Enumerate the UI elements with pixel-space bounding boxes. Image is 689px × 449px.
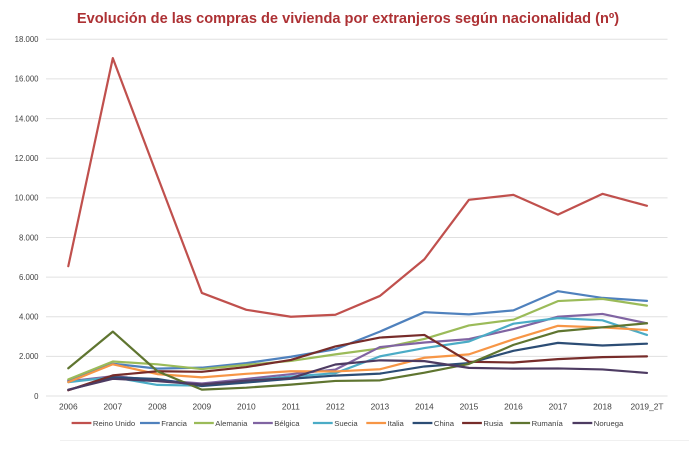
svg-text:Suecia: Suecia [334, 419, 358, 428]
svg-text:Bélgica: Bélgica [274, 419, 300, 428]
svg-text:Rusia: Rusia [483, 419, 503, 428]
svg-text:2019_2T: 2019_2T [630, 402, 663, 412]
svg-text:2010: 2010 [237, 402, 256, 412]
svg-text:16.000: 16.000 [15, 75, 40, 84]
svg-text:2018: 2018 [593, 402, 612, 412]
svg-text:18.000: 18.000 [15, 35, 40, 44]
svg-text:8.000: 8.000 [19, 233, 39, 242]
svg-text:Noruega: Noruega [594, 419, 624, 428]
svg-text:2008: 2008 [148, 402, 167, 412]
svg-text:2017: 2017 [549, 402, 568, 412]
svg-text:2012: 2012 [326, 402, 345, 412]
svg-text:2015: 2015 [460, 402, 479, 412]
svg-text:2013: 2013 [371, 402, 390, 412]
svg-text:2006: 2006 [59, 402, 78, 412]
svg-text:Italia: Italia [388, 419, 405, 428]
svg-text:0: 0 [34, 392, 39, 401]
svg-text:14.000: 14.000 [15, 114, 40, 123]
svg-text:4.000: 4.000 [19, 313, 39, 322]
svg-text:2014: 2014 [415, 402, 434, 412]
svg-text:12.000: 12.000 [15, 154, 40, 163]
svg-text:Alemania: Alemania [215, 419, 248, 428]
svg-text:China: China [434, 419, 455, 428]
svg-text:Rumanía: Rumanía [532, 419, 564, 428]
svg-text:2.000: 2.000 [19, 352, 39, 361]
svg-text:2016: 2016 [504, 402, 523, 412]
svg-text:6.000: 6.000 [19, 273, 39, 282]
svg-text:Reino Unido: Reino Unido [93, 419, 135, 428]
svg-text:2007: 2007 [103, 402, 122, 412]
svg-text:10.000: 10.000 [15, 194, 40, 203]
svg-text:Evolución de las compras de vi: Evolución de las compras de vivienda por… [77, 11, 619, 27]
svg-text:Francia: Francia [161, 419, 187, 428]
svg-text:2011: 2011 [282, 402, 300, 412]
svg-text:2009: 2009 [193, 402, 212, 412]
